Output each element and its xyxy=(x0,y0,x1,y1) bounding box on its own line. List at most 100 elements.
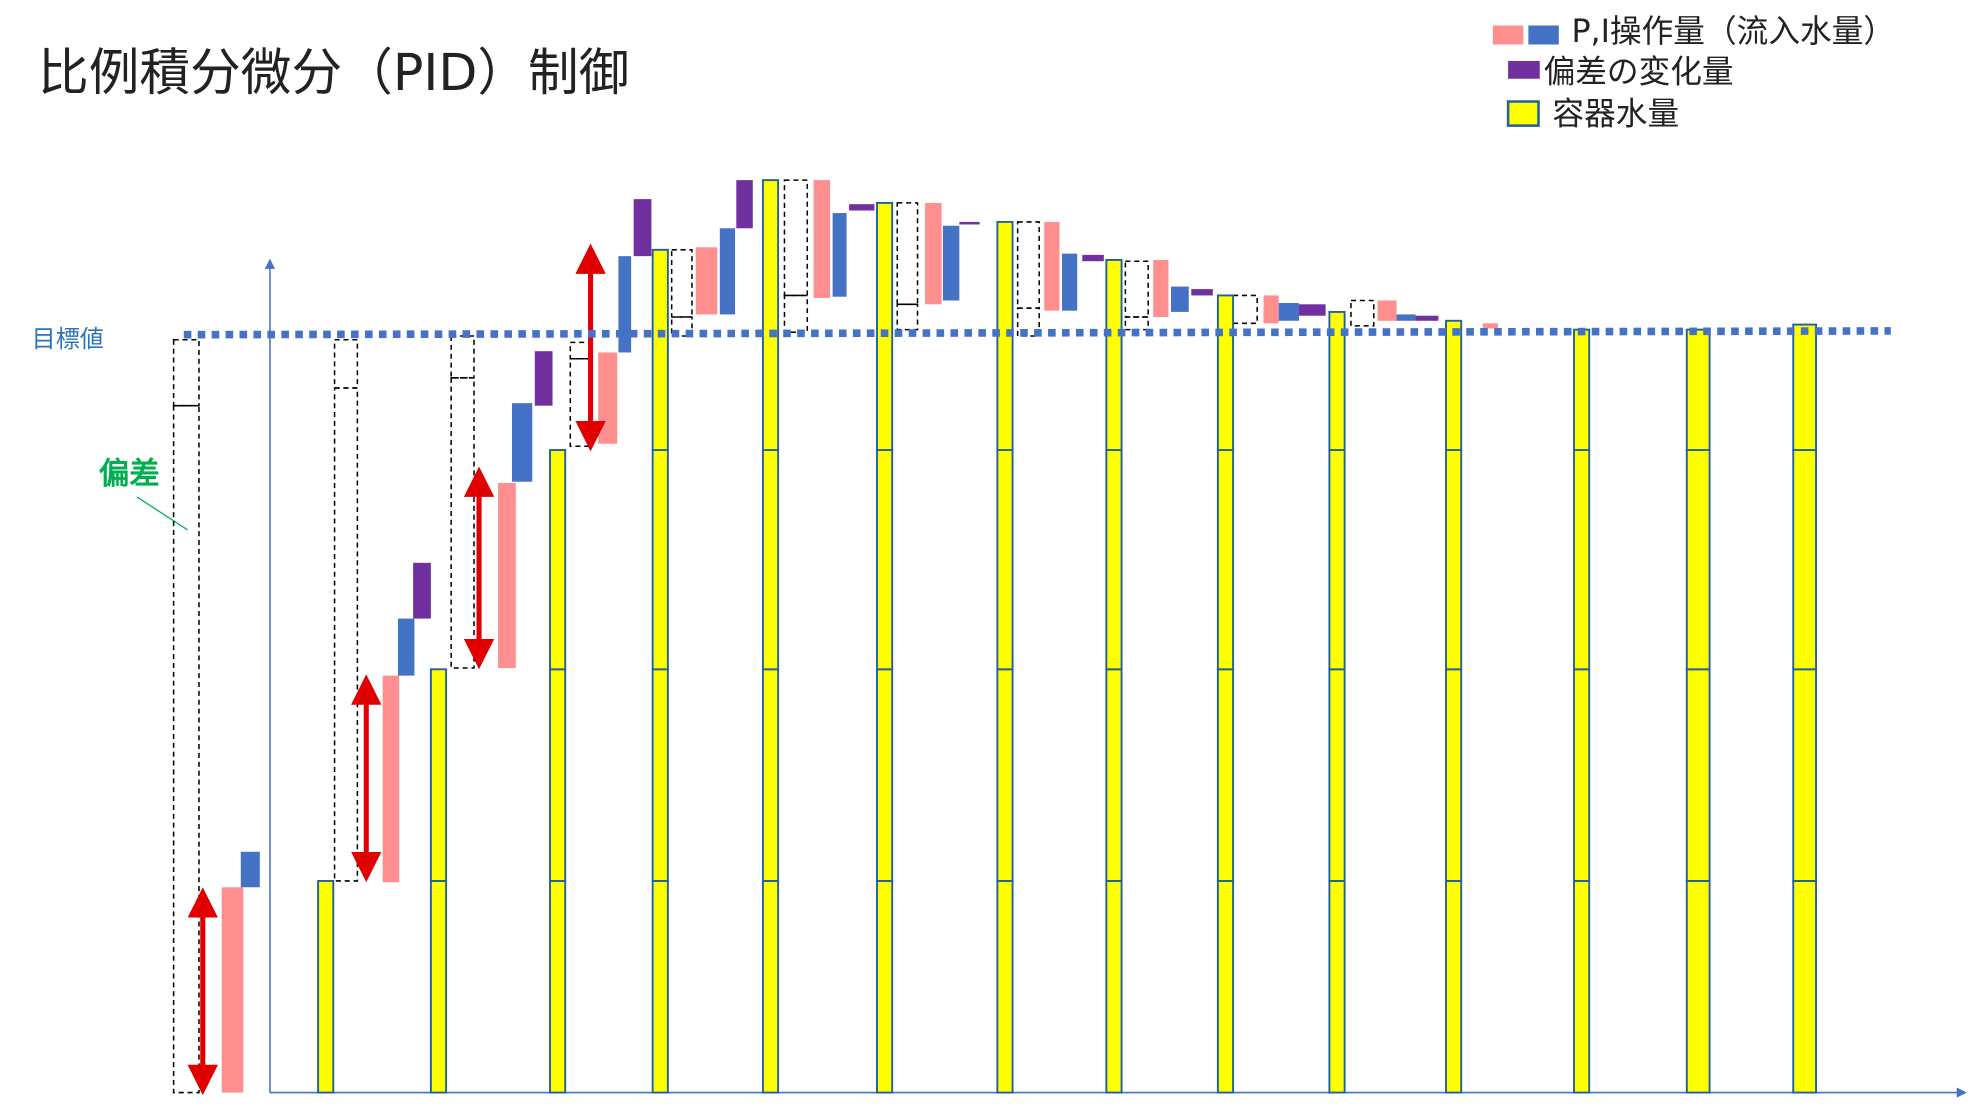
water-column xyxy=(1328,879,1346,1094)
water-column xyxy=(1445,879,1463,1094)
deviation-box xyxy=(172,404,200,1094)
water-column xyxy=(1328,449,1346,671)
water-column xyxy=(761,179,780,451)
shapes xyxy=(172,179,1818,1096)
water-column xyxy=(429,879,448,1094)
deviation-box xyxy=(172,339,200,407)
water-column xyxy=(1685,879,1711,1094)
i-bar xyxy=(719,228,736,315)
water-column xyxy=(1792,449,1818,671)
water-column xyxy=(1685,328,1711,451)
deviation-label: 偏差 xyxy=(99,457,160,492)
water-column xyxy=(651,248,669,451)
target-label: 目標値 xyxy=(32,325,104,353)
i-bar xyxy=(240,851,260,888)
title: 比例積分微分（PID）制御 xyxy=(38,43,629,102)
p-bar xyxy=(813,180,831,298)
deviation-box xyxy=(1016,221,1040,309)
deviation-box xyxy=(1124,260,1149,318)
deviation-box xyxy=(569,358,591,448)
water-column xyxy=(1685,449,1711,671)
i-bar xyxy=(511,403,533,482)
deviation-box xyxy=(450,377,475,669)
water-column xyxy=(1792,323,1818,451)
d-bar xyxy=(1191,289,1213,296)
deviation-leader xyxy=(136,496,188,531)
water-column xyxy=(317,879,335,1094)
legend-swatch-water xyxy=(1506,100,1540,127)
water-column xyxy=(1445,449,1463,671)
p-bar xyxy=(1044,221,1060,311)
p-bar xyxy=(598,352,618,444)
d-bar xyxy=(1082,254,1104,262)
i-bar xyxy=(1396,314,1416,321)
water-column xyxy=(876,449,894,671)
p-bar xyxy=(382,675,400,883)
deviation-box xyxy=(670,249,693,318)
i-bar xyxy=(832,213,847,297)
water-column xyxy=(761,668,780,882)
water-column xyxy=(549,879,567,1094)
d-bar xyxy=(413,562,431,619)
legend-swatch-d xyxy=(1508,60,1540,79)
p-bar xyxy=(695,247,718,315)
water-column xyxy=(876,201,894,451)
water-column xyxy=(549,668,567,882)
target-line xyxy=(183,327,1891,339)
d-bar xyxy=(849,204,875,211)
water-column xyxy=(1573,668,1591,882)
water-column xyxy=(1105,879,1123,1094)
water-column xyxy=(651,879,669,1094)
water-column xyxy=(761,879,780,1094)
deviation-box xyxy=(1350,299,1375,327)
deviation-box xyxy=(450,335,475,379)
water-column xyxy=(1445,668,1463,882)
water-column xyxy=(996,449,1014,671)
p-bar xyxy=(925,202,942,305)
water-column xyxy=(1573,449,1591,671)
water-column xyxy=(1105,668,1123,882)
water-column xyxy=(1216,879,1235,1094)
i-bar xyxy=(1062,253,1078,311)
i-bar xyxy=(942,225,960,301)
deviation-box xyxy=(1124,316,1149,331)
deviation-box xyxy=(333,387,359,882)
i-bar xyxy=(1278,303,1299,321)
deviation-box xyxy=(783,179,809,297)
p-bar xyxy=(498,482,516,669)
i-bar xyxy=(618,256,632,353)
water-column xyxy=(1328,668,1346,882)
legend-label: 偏差の変化量 xyxy=(1544,55,1734,91)
water-column xyxy=(1685,668,1711,882)
water-column xyxy=(1105,449,1123,671)
water-column xyxy=(429,668,448,882)
d-bar xyxy=(1415,315,1439,321)
water-column xyxy=(1792,879,1818,1094)
water-column xyxy=(1216,668,1235,882)
deviation-box xyxy=(1232,294,1258,325)
legend-swatch-p xyxy=(1492,25,1524,45)
deviation-box xyxy=(670,316,693,337)
legend-label: P,I操作量（流入水量） xyxy=(1571,14,1895,50)
water-column xyxy=(876,668,894,882)
p-bar xyxy=(1263,295,1279,324)
water-column xyxy=(761,449,780,671)
water-column xyxy=(1573,879,1591,1094)
legend-swatch-i xyxy=(1528,25,1559,45)
water-column xyxy=(996,668,1014,882)
p-bar xyxy=(1153,259,1169,317)
water-column xyxy=(1445,319,1463,451)
d-bar xyxy=(736,180,753,229)
d-bar xyxy=(534,351,553,406)
deviation-box xyxy=(783,294,809,333)
p-bar xyxy=(221,887,244,1093)
water-column xyxy=(1105,258,1123,451)
water-column xyxy=(651,668,669,882)
water-column xyxy=(1792,668,1818,882)
d-bar xyxy=(633,199,652,257)
water-column xyxy=(1216,294,1235,451)
water-column xyxy=(876,879,894,1094)
d-bar xyxy=(959,221,980,225)
